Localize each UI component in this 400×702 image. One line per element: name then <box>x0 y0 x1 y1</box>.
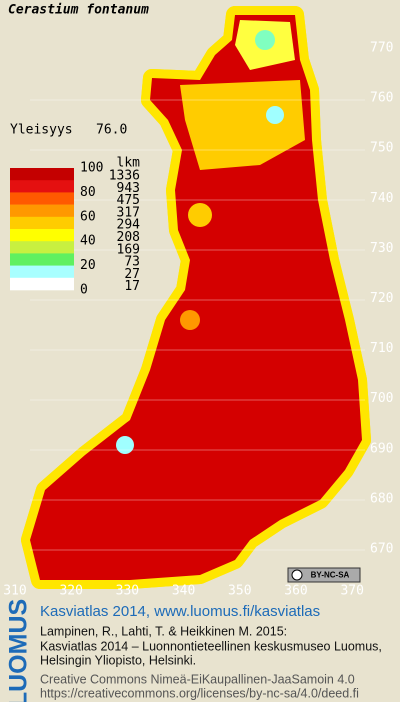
legend-count: 208 <box>117 230 140 245</box>
badge-text: BY-NC-SA <box>311 571 350 580</box>
license-badge: BY-NC-SA <box>287 567 361 583</box>
patch <box>188 203 212 227</box>
map-fill <box>30 15 362 580</box>
northing-label: 710 <box>370 341 393 356</box>
northing-label: 730 <box>370 241 393 256</box>
frequency-value: 76.0 <box>96 123 127 138</box>
legend-scale-label: 80 <box>80 185 96 200</box>
citation-line: Helsingin Yliopisto, Helsinki. <box>40 653 196 667</box>
legend-swatch <box>10 168 74 181</box>
patch <box>116 436 134 454</box>
logo: LUOMUS <box>5 599 33 702</box>
easting-label: 320 <box>59 584 82 599</box>
map-grid <box>30 99 365 551</box>
legend-count: 317 <box>117 205 140 220</box>
northing-label: 670 <box>370 542 393 557</box>
legend-swatch <box>10 216 74 230</box>
legend-swatch <box>10 229 74 242</box>
patch <box>180 310 200 330</box>
badge-box <box>287 567 361 583</box>
easting-label: 330 <box>116 584 139 599</box>
legend-count: 169 <box>117 242 140 257</box>
legend-count: 294 <box>117 218 141 233</box>
northing-label: 680 <box>370 491 393 506</box>
legend-swatch <box>10 192 74 205</box>
legend-swatch <box>10 265 74 279</box>
legend-scale-label: 60 <box>80 209 96 224</box>
legend-swatch <box>10 277 74 291</box>
legend-count: 1336 <box>109 169 140 184</box>
legend-swatch <box>10 204 74 218</box>
northing-label: 690 <box>370 441 393 456</box>
northing-label: 720 <box>370 291 393 306</box>
legend-swatch <box>10 253 74 266</box>
northing-label: 700 <box>370 391 393 406</box>
citation-line: Lampinen, R., Lahti, T. & Heikkinen M. 2… <box>40 624 287 638</box>
easting-label: 370 <box>340 584 363 599</box>
easting-label: 310 <box>3 584 26 599</box>
cc-icon <box>291 569 303 581</box>
easting-label: 340 <box>172 584 195 599</box>
legend-scale-label: 100 <box>80 161 103 176</box>
legend-scale-label: 0 <box>80 283 88 298</box>
finland-map <box>21 6 371 589</box>
northing-label: 750 <box>370 141 393 156</box>
frequency-label: Yleisyys <box>10 123 73 138</box>
patch <box>266 106 284 124</box>
legend-count: 17 <box>124 279 140 294</box>
northing-label: 770 <box>370 41 393 56</box>
license-line: Creative Commons Nimeä-EiKaupallinen-Jaa… <box>40 672 355 686</box>
title: Cerastium fontanum <box>8 3 149 18</box>
legend-swatch <box>10 241 74 254</box>
easting-label: 360 <box>284 584 307 599</box>
northing-label: 760 <box>370 91 393 106</box>
legend-count: 27 <box>124 267 140 282</box>
legend-swatch <box>10 180 74 193</box>
citation-line: Kasviatlas 2014 – Luonnontieteellinen ke… <box>40 639 382 653</box>
northing-label: 740 <box>370 191 393 206</box>
legend-count: 943 <box>117 181 140 196</box>
legend-scale-label: 20 <box>80 258 96 273</box>
north-zone <box>180 80 305 170</box>
legend-count: 73 <box>124 255 140 270</box>
legend-scale-label: 40 <box>80 234 96 249</box>
license-line[interactable]: https://creativecommons.org/licenses/by-… <box>40 686 359 700</box>
legend-count: 475 <box>117 193 140 208</box>
easting-label: 350 <box>228 584 251 599</box>
footer-link[interactable]: Kasviatlas 2014, www.luomus.fi/kasviatla… <box>40 603 320 620</box>
patch <box>255 30 275 50</box>
count-header: lkm <box>117 156 141 171</box>
